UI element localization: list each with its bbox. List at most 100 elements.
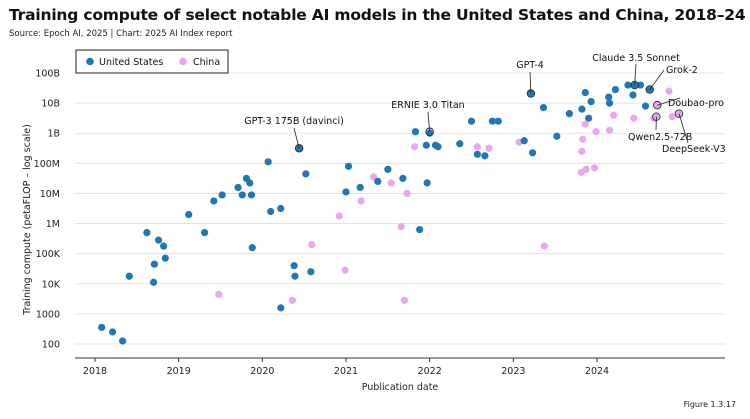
annotation-highlight <box>645 85 654 94</box>
china-point <box>215 290 223 298</box>
us-point <box>585 114 593 122</box>
legend-label-us: United States <box>99 57 163 68</box>
y-tick-label: 10B <box>41 99 60 110</box>
us-point <box>488 117 497 125</box>
us-point <box>641 102 650 110</box>
y-tick-label: 10K <box>42 279 61 290</box>
china-point <box>411 143 419 151</box>
us-point <box>119 337 127 345</box>
annotation-label: Grok-2 <box>666 65 698 76</box>
x-tick-label: 2022 <box>418 366 442 377</box>
us-point <box>246 179 254 187</box>
china-point <box>387 179 395 187</box>
y-axis-title: Training compute (petaFLOP – log scale) <box>22 124 33 316</box>
china-point <box>397 222 405 231</box>
us-point <box>344 162 353 170</box>
china-point <box>370 173 378 181</box>
us-point <box>605 93 613 101</box>
china-point <box>400 296 409 304</box>
us-point <box>125 272 133 280</box>
china-point <box>579 135 587 143</box>
china-point <box>403 189 411 198</box>
us-point <box>553 132 561 140</box>
y-tick-label: 100B <box>35 69 60 80</box>
us-point <box>267 207 275 216</box>
us-point <box>374 177 382 185</box>
x-tick-label: 2023 <box>501 366 525 377</box>
chart-title: Training compute of select notable AI mo… <box>9 6 746 24</box>
y-tick-label: 10M <box>40 189 60 200</box>
annotation-label: GPT-3 175B (davinci) <box>244 116 344 127</box>
us-point <box>356 183 364 192</box>
us-point <box>636 81 645 89</box>
figure-label: Figure 1.3.17 <box>683 400 736 409</box>
china-point <box>341 266 349 274</box>
annotations-layer: GPT-3 175B (davinci) ERNIE 3.0 Titan GPT-4… <box>244 53 725 155</box>
us-point <box>456 140 464 148</box>
us-point <box>467 117 476 125</box>
china-point <box>630 114 638 122</box>
china-point <box>485 144 493 152</box>
annotation-label: ERNIE 3.0 Titan <box>391 100 464 111</box>
china-point <box>288 296 297 304</box>
annotation-leader <box>427 111 431 132</box>
china-point <box>540 242 548 250</box>
us-point <box>234 183 242 192</box>
china-point <box>308 241 316 249</box>
annotation-leader <box>678 113 689 144</box>
us-point <box>160 242 168 250</box>
x-tick-label: 2024 <box>585 366 609 377</box>
y-tick-label: 1000 <box>36 309 60 320</box>
us-point <box>565 110 573 118</box>
grid-layer <box>75 72 725 345</box>
us-point <box>422 141 430 149</box>
china-point <box>578 147 586 155</box>
x-tick-label: 2021 <box>334 366 358 377</box>
legend-marker-china <box>179 57 187 66</box>
china-points <box>215 87 683 304</box>
annotation-highlight <box>652 112 661 121</box>
us-point <box>581 88 589 97</box>
us-point <box>150 260 159 268</box>
us-points <box>98 81 654 345</box>
us-point <box>423 179 431 187</box>
us-point <box>416 225 424 234</box>
us-point <box>238 191 246 199</box>
us-point <box>411 128 420 136</box>
us-point <box>307 268 315 276</box>
us-point <box>210 197 218 205</box>
annotation-highlight <box>674 109 684 118</box>
us-point <box>201 228 209 237</box>
legend-marker-us <box>86 57 94 66</box>
us-point <box>605 99 614 107</box>
us-point <box>108 328 117 336</box>
us-point <box>248 244 256 252</box>
china-point <box>610 111 618 119</box>
us-point <box>154 236 163 244</box>
y-tick-label: 1B <box>47 129 60 140</box>
us-point <box>98 323 106 332</box>
chart-legend: United States China <box>75 49 229 74</box>
us-point <box>302 170 310 178</box>
us-point <box>218 191 226 199</box>
y-tick-label: 1M <box>46 219 60 230</box>
us-point <box>578 105 586 113</box>
axes-layer: 100 1000 10K 100K 1M 10M 100M 1B 10B 100B 2018 2019… <box>22 69 725 393</box>
us-point <box>624 81 632 89</box>
china-point <box>357 197 365 205</box>
us-point <box>434 143 442 151</box>
us-point <box>473 150 481 158</box>
us-point <box>149 278 158 286</box>
us-point <box>161 254 169 262</box>
chart-source: Source: Epoch AI, 2025 | Chart: 2025 AI … <box>9 29 233 39</box>
china-point <box>605 126 614 134</box>
x-axis-title: Publication date <box>362 382 439 393</box>
us-point <box>520 137 528 145</box>
china-point <box>665 87 673 95</box>
x-tick-label: 2019 <box>167 366 191 377</box>
us-point <box>528 149 537 157</box>
us-point <box>277 204 285 213</box>
china-point <box>335 212 343 220</box>
us-point <box>494 117 502 125</box>
